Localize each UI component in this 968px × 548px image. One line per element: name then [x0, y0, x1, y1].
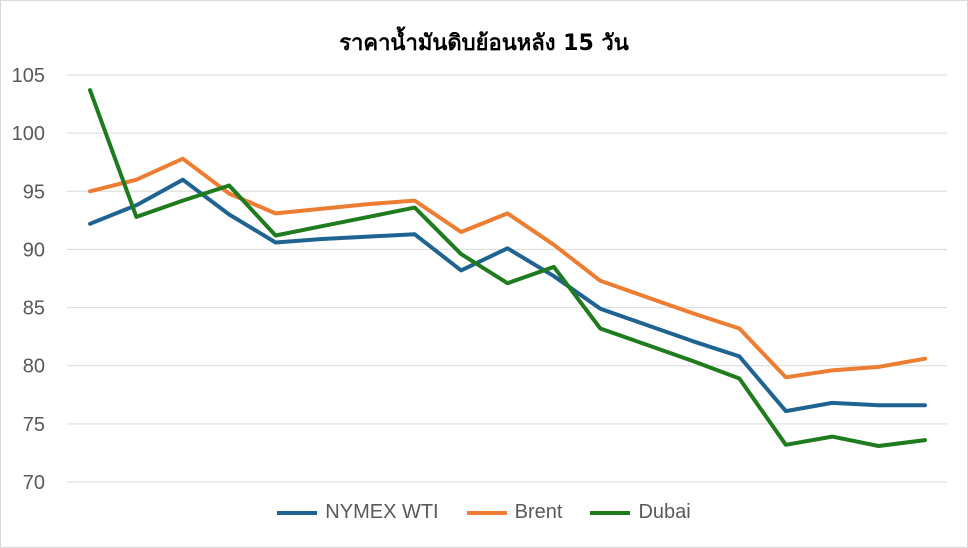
y-tick-label: 80	[23, 356, 45, 378]
legend: NYMEX WTI Brent Dubai	[1, 501, 967, 524]
legend-label: NYMEX WTI	[325, 501, 439, 523]
legend-item: Brent	[466, 501, 563, 524]
y-tick-label: 70	[23, 472, 45, 494]
series-line-dubai	[88, 88, 927, 448]
series-lines	[88, 88, 927, 448]
legend-label: Brent	[514, 501, 563, 523]
y-tick-label: 85	[23, 298, 45, 320]
series-line-nymex-wti	[88, 177, 927, 414]
y-tick-label: 75	[23, 414, 45, 436]
y-tick-label: 90	[23, 239, 45, 261]
y-axis-ticks: 70 75 80 85 90 95 100 105	[12, 65, 45, 494]
y-tick-label: 105	[12, 65, 45, 87]
y-tick-label: 100	[12, 123, 45, 145]
legend-label: Dubai	[638, 501, 691, 523]
gridlines	[67, 74, 947, 483]
legend-swatch	[590, 510, 631, 515]
series-line-brent	[88, 156, 927, 380]
legend-swatch	[466, 510, 507, 515]
legend-item: NYMEX WTI	[277, 501, 439, 524]
legend-swatch	[277, 510, 318, 515]
y-tick-label: 95	[23, 181, 45, 203]
chart-title: ราคาน้ำมันดิบย้อนหลัง 15 วัน	[339, 31, 629, 56]
legend-item: Dubai	[590, 501, 691, 524]
